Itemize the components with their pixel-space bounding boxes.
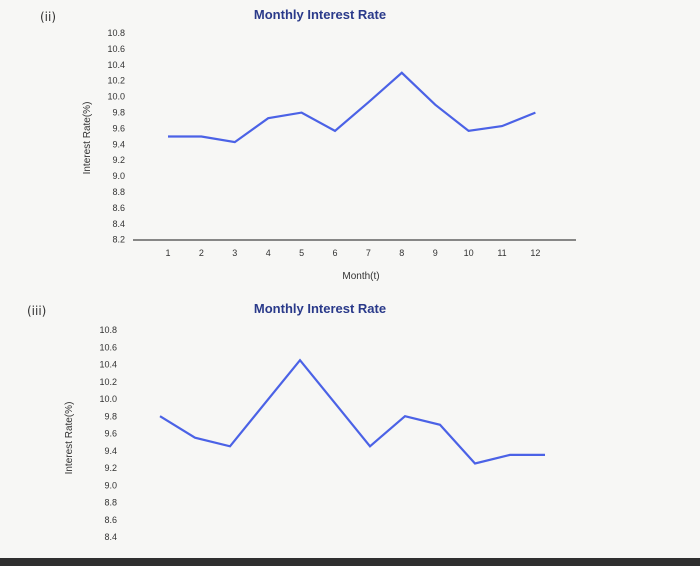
y-tick-label: 9.6 [104,429,117,439]
y-tick-label: 10.8 [99,325,117,335]
x-tick-label: 1 [165,248,170,258]
x-tick-label: 3 [232,248,237,258]
y-tick-label: 8.6 [112,203,125,213]
y-axis-label: Interest Rate(%) [64,402,75,475]
y-tick-label: 10.6 [99,342,117,352]
series-line [168,71,536,144]
y-tick-label: 10.4 [99,360,117,370]
chart-title: Monthly Interest Rate [254,7,386,22]
y-axis-label: Interest Rate(%) [82,102,93,175]
y-tick-label: 9.4 [104,446,117,456]
x-tick-label: 12 [530,248,540,258]
y-tick-label: 9.2 [112,155,125,165]
x-tick-label: 2 [199,248,204,258]
y-tick-label: 10.0 [99,394,117,404]
panel-label-iii: (iii) [27,304,47,318]
y-tick-label: 8.8 [112,187,125,197]
series-line [159,358,545,465]
x-tick-label: 4 [266,248,271,258]
chart-title: Monthly Interest Rate [254,301,386,316]
y-tick-label: 8.2 [112,235,125,245]
panel-label-ii: (ii) [40,10,57,24]
y-tick-label: 9.0 [112,171,125,181]
x-axis-label: Month(t) [342,271,379,282]
y-tick-label: 10.2 [107,76,125,86]
chart-iii: Monthly Interest Rate 10.8 10.6 10.4 10.2 10.… [64,301,545,542]
x-tick-label: 10 [464,248,474,258]
y-tick-label: 10.8 [107,28,125,38]
y-tick-label: 9.4 [112,139,125,149]
y-tick-label: 8.6 [104,515,117,525]
x-tick-label: 5 [299,248,304,258]
y-tick-label: 9.8 [112,108,125,118]
y-tick-label: 10.4 [107,60,125,70]
y-tick-label: 8.4 [112,219,125,229]
x-tick-label: 9 [433,248,438,258]
y-tick-label: 8.4 [104,532,117,542]
y-tick-label: 9.6 [112,123,125,133]
y-tick-label: 10.0 [107,92,125,102]
x-tick-label: 8 [399,248,404,258]
y-tick-label: 8.8 [104,498,117,508]
x-tick-label: 11 [497,248,506,258]
x-tick-label: 6 [332,248,337,258]
x-tick-label: 7 [366,248,371,258]
y-tick-label: 9.2 [104,463,117,473]
y-tick-label: 9.8 [104,411,117,421]
y-tick-label: 9.0 [104,480,117,490]
chart-ii: Monthly Interest Rate 10.8 10.6 10.4 10.2 10.… [82,7,576,282]
y-tick-label: 10.6 [107,44,125,54]
y-tick-label: 10.2 [99,377,117,387]
